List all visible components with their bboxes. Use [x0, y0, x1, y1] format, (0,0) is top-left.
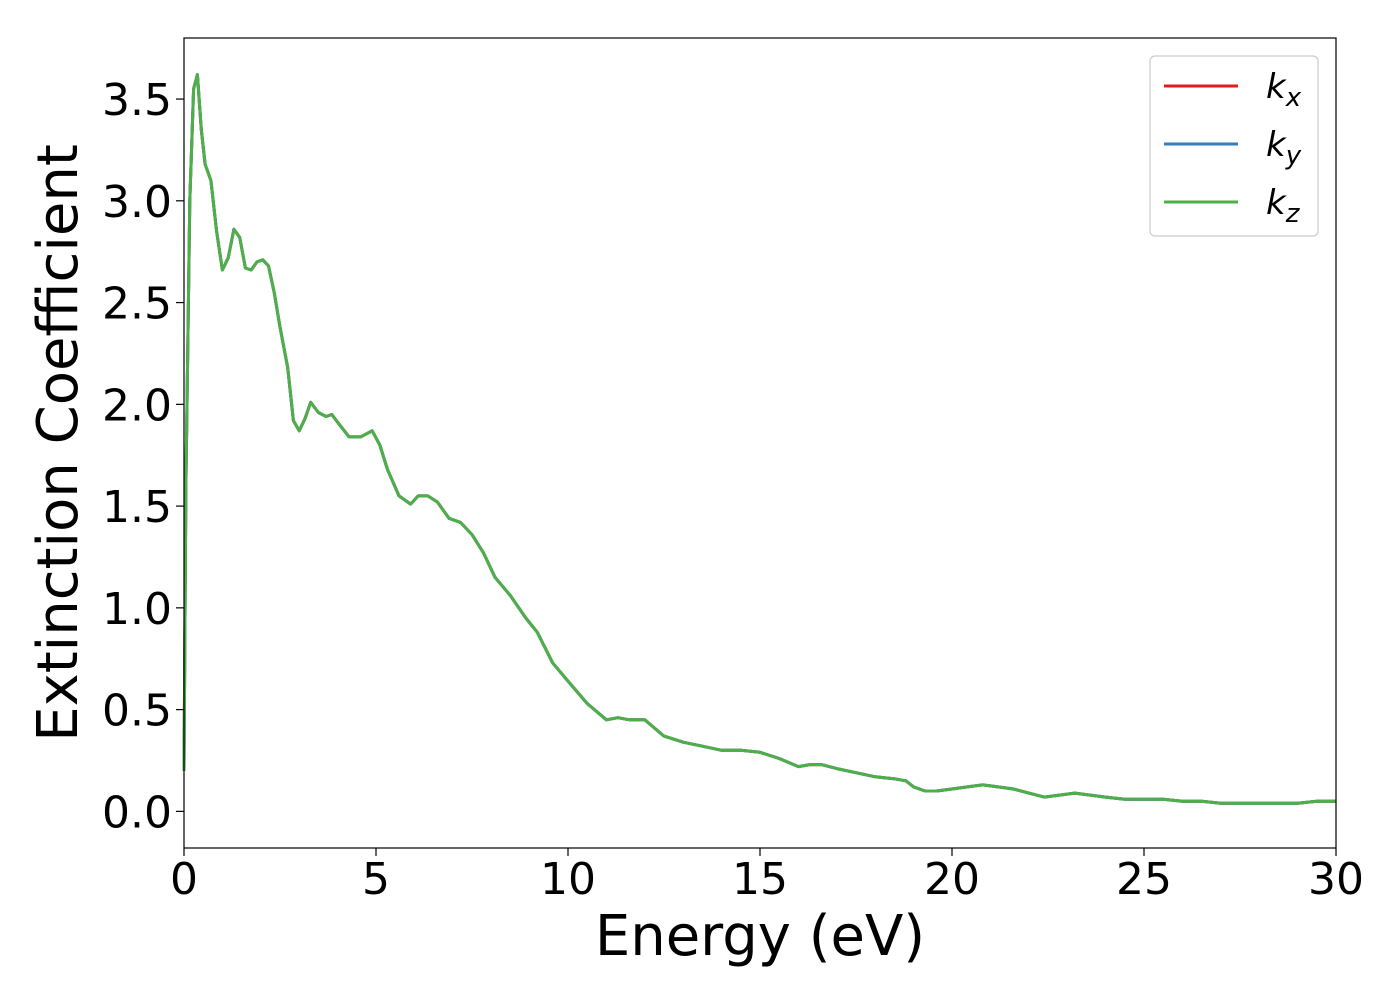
series-line-k-z: [182, 73, 1336, 805]
x-tick-label: 0: [170, 854, 198, 905]
x-tick-label: 15: [732, 854, 788, 905]
legend-label-x: kx: [1266, 67, 1302, 113]
x-tick-label: 10: [540, 854, 596, 905]
legend-label-y: ky: [1266, 125, 1302, 171]
y-axis-ticks: 0.0 0.5 1.0 1.5 2.0 2.5 3.0 3.5: [102, 75, 184, 838]
legend-label-z: kz: [1266, 183, 1301, 229]
series-layer: [182, 73, 1336, 805]
legend-box: [1149, 55, 1319, 237]
y-tick-label: 2.5: [102, 279, 172, 330]
y-tick-label: 3.0: [102, 177, 172, 228]
y-tick-label: 3.5: [102, 75, 172, 126]
x-tick-label: 20: [924, 854, 980, 905]
y-tick-label: 1.5: [102, 482, 172, 533]
y-tick-label: 0.5: [102, 686, 172, 737]
x-tick-label: 30: [1308, 854, 1364, 905]
y-tick-label: 1.0: [102, 584, 172, 635]
y-tick-label: 2.0: [102, 380, 172, 431]
y-axis-title: Extinction Coefficient: [26, 144, 91, 742]
x-axis-ticks: 0 5 10 15 20 25 30: [170, 848, 1364, 905]
legend: kx ky kz: [1149, 55, 1319, 237]
y-tick-label: 0.0: [102, 787, 172, 838]
x-tick-label: 25: [1116, 854, 1172, 905]
x-axis-title: Energy (eV): [595, 904, 925, 969]
x-tick-label: 5: [362, 854, 390, 905]
